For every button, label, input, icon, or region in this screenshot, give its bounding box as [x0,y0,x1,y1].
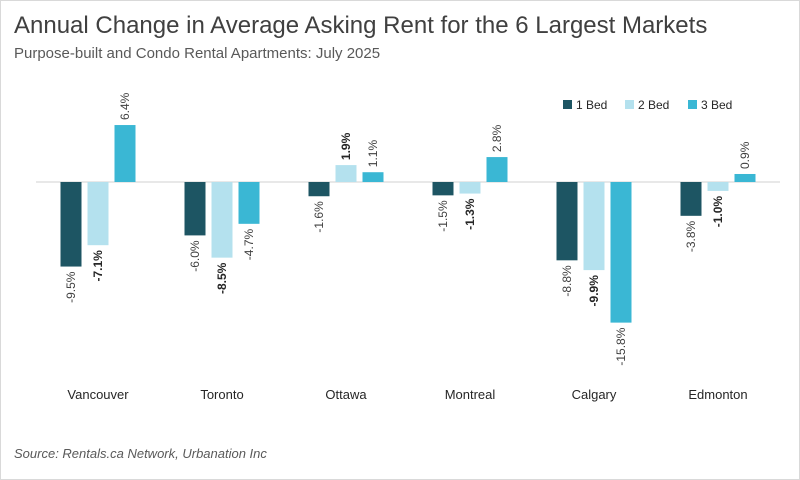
data-label: -1.3% [463,198,477,230]
bar-1-bed-ottawa [308,182,330,197]
data-label: 0.9% [738,141,752,169]
data-label: 6.4% [118,92,132,120]
x-tick-label: Ottawa [325,387,367,402]
bar-3-bed-ottawa [362,172,384,182]
x-tick-label: Calgary [572,387,617,402]
data-label: 2.8% [490,124,504,152]
bar-2-bed-ottawa [335,165,357,182]
data-label: -1.0% [711,196,725,228]
data-label: 1.1% [366,140,380,168]
bar-1-bed-toronto [184,182,206,236]
data-label: -8.8% [560,265,574,297]
data-label: -8.5% [215,262,229,294]
x-tick-label: Montreal [445,387,496,402]
data-label: -3.8% [684,221,698,253]
legend-label: 3 Bed [701,98,732,112]
bar-1-bed-montreal [432,182,454,196]
legend-swatch-1-bed [563,100,572,109]
data-label: -15.8% [614,327,628,365]
bar-2-bed-montreal [459,182,481,194]
data-label: -4.7% [242,229,256,261]
data-label: -7.1% [91,250,105,282]
bar-3-bed-edmonton [734,173,756,182]
x-tick-label: Edmonton [688,387,747,402]
bar-2-bed-toronto [211,182,233,258]
bar-2-bed-calgary [583,182,605,271]
bar-2-bed-edmonton [707,182,729,191]
x-tick-label: Vancouver [67,387,129,402]
legend-label: 2 Bed [638,98,669,112]
chart-subtitle: Purpose-built and Condo Rental Apartment… [14,45,381,62]
data-label: -9.9% [587,275,601,307]
bar-3-bed-toronto [238,182,260,224]
legend-swatch-3-bed [688,100,697,109]
chart-title: Annual Change in Average Asking Rent for… [14,12,708,39]
chart-source: Source: Rentals.ca Network, Urbanation I… [14,446,267,461]
bar-1-bed-calgary [556,182,578,261]
bar-1-bed-vancouver [60,182,82,267]
bar-3-bed-vancouver [114,125,136,182]
legend-label: 1 Bed [576,98,607,112]
bar-2-bed-vancouver [87,182,109,246]
legend-swatch-2-bed [625,100,634,109]
bar-3-bed-calgary [610,182,632,323]
x-tick-label: Toronto [200,387,243,402]
bar-1-bed-edmonton [680,182,702,216]
data-label: -1.5% [436,200,450,232]
data-label: -6.0% [188,240,202,272]
data-label: 1.9% [339,132,353,160]
data-label: -9.5% [64,271,78,303]
data-label: -1.6% [312,201,326,233]
bar-3-bed-montreal [486,157,508,182]
